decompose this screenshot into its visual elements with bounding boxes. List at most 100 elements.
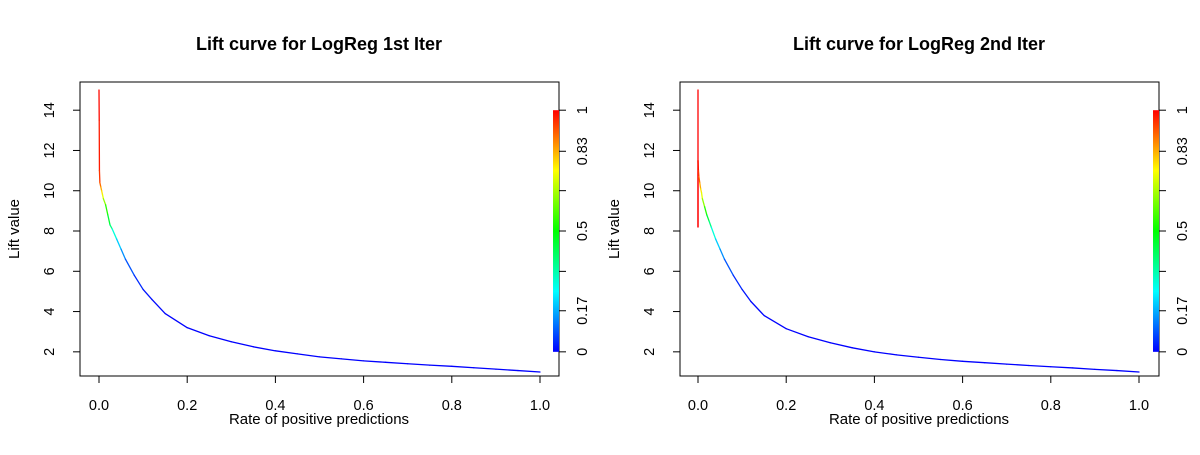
y-axis-label: Lift value <box>6 199 23 259</box>
y-tick-label: 8 <box>642 227 658 235</box>
curve-segment <box>152 299 165 313</box>
y-tick-label: 14 <box>42 102 58 118</box>
curve-segment <box>702 199 704 207</box>
curve-segment <box>1073 368 1095 369</box>
curve-segment <box>187 328 209 336</box>
y-tick-label: 4 <box>42 308 58 316</box>
curve-segment <box>764 316 786 329</box>
colorbar-tick-label: 0.17 <box>575 297 591 325</box>
colorbar-tick-label: 0.17 <box>1175 297 1191 325</box>
curve-segment <box>474 368 496 369</box>
x-tick-label: 0.0 <box>89 398 109 414</box>
x-tick-label: 0.8 <box>1041 398 1061 414</box>
colorbar <box>553 110 559 352</box>
y-tick-label: 8 <box>42 227 58 235</box>
curve-segment <box>342 359 364 361</box>
curve-segment <box>134 275 143 289</box>
x-tick-label: 0.2 <box>776 398 796 414</box>
curve-segment <box>121 249 125 259</box>
y-tick-label: 12 <box>42 142 58 158</box>
curve-segment <box>1029 366 1051 367</box>
x-tick-label: 1.0 <box>530 398 550 414</box>
curve-segment <box>518 371 540 372</box>
curve-segment <box>786 329 808 337</box>
y-tick-label: 4 <box>642 308 658 316</box>
y-tick-label: 10 <box>642 183 658 199</box>
colorbar-tick-label: 0.83 <box>1175 137 1191 165</box>
curve-segment <box>165 314 187 328</box>
curve-segment <box>985 363 1007 364</box>
y-tick-label: 10 <box>42 183 58 199</box>
y-tick-label: 6 <box>42 267 58 275</box>
curve-segment <box>408 364 430 365</box>
curve-segment <box>1051 367 1073 368</box>
curve-segment <box>733 275 742 289</box>
curve-segment <box>896 355 918 357</box>
curve-segment <box>125 259 134 275</box>
curve-segment <box>106 205 108 215</box>
colorbar-tick-label: 0.83 <box>575 137 591 165</box>
curve-segment <box>709 221 711 227</box>
curve-segment <box>830 343 852 348</box>
y-axis-label: Lift value <box>606 199 623 259</box>
x-axis-label: Rate of positive predictions <box>229 411 409 428</box>
curve-segment <box>705 207 707 215</box>
curve-segment <box>364 361 386 362</box>
curve-segment <box>720 249 724 259</box>
curve-segment <box>231 342 253 347</box>
colorbar-tick-label: 0 <box>575 348 591 356</box>
curve-segment <box>430 365 452 366</box>
x-tick-label: 0.8 <box>442 398 462 414</box>
curve-segment <box>919 357 941 359</box>
curve-segment <box>874 352 896 355</box>
lift-curve <box>99 90 540 372</box>
curve-segment <box>1095 369 1117 370</box>
curve-segment <box>742 289 751 301</box>
curve-segment <box>707 215 709 221</box>
x-tick-label: 1.0 <box>1129 398 1149 414</box>
curve-segment <box>963 361 985 362</box>
curve-segment <box>1007 364 1029 365</box>
plot-frame <box>80 82 559 376</box>
y-tick-label: 6 <box>642 267 658 275</box>
curve-segment <box>103 199 105 205</box>
curve-segment <box>702 193 703 199</box>
curve-segment <box>941 359 963 361</box>
colorbar-tick-label: 1 <box>1175 106 1191 114</box>
colorbar-tick-label: 0.5 <box>575 221 591 241</box>
x-tick-label: 0.0 <box>688 398 708 414</box>
chart-title: Lift curve for LogReg 2nd Iter <box>793 34 1045 54</box>
curve-segment <box>209 336 231 342</box>
curve-segment <box>751 301 764 315</box>
curve-segment <box>711 227 715 239</box>
curve-segment <box>108 215 110 225</box>
curve-segment <box>852 348 874 352</box>
curve-segment <box>452 366 474 367</box>
plot-frame <box>680 82 1159 376</box>
curve-segment <box>275 351 297 354</box>
colorbar-tick-label: 1 <box>575 106 591 114</box>
colorbar-tick-label: 0 <box>1175 348 1191 356</box>
curve-segment <box>110 225 112 229</box>
curve-segment <box>386 362 408 363</box>
curve-segment <box>496 369 518 370</box>
curve-segment <box>1117 371 1139 372</box>
curve-segment <box>253 347 275 351</box>
curve-segment <box>112 229 116 239</box>
curve-segment <box>117 239 121 249</box>
curve-segment <box>320 357 342 359</box>
x-axis-label: Rate of positive predictions <box>829 411 1009 428</box>
curve-segment <box>700 183 701 189</box>
chart-title: Lift curve for LogReg 1st Iter <box>196 34 442 54</box>
colorbar <box>1153 110 1159 352</box>
curve-segment <box>297 354 319 357</box>
y-tick-label: 14 <box>642 102 658 118</box>
curve-segment <box>808 337 830 343</box>
curve-segment <box>716 239 720 249</box>
curve-segment <box>699 177 700 183</box>
y-tick-label: 12 <box>642 142 658 158</box>
